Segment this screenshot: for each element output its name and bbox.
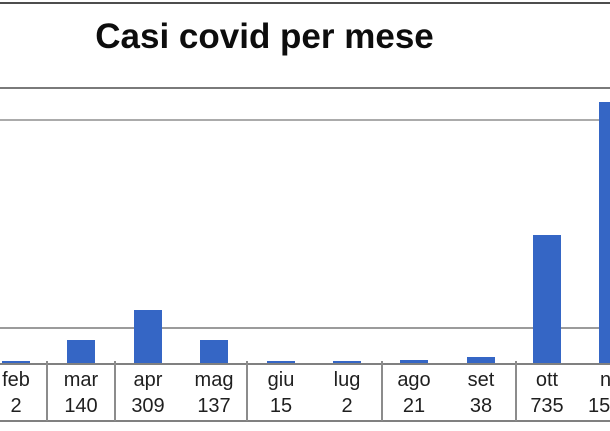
value-label-apr: 309 bbox=[131, 395, 165, 417]
bar-giu bbox=[267, 360, 295, 364]
bar-feb bbox=[2, 360, 30, 364]
x-axis-line bbox=[0, 363, 610, 365]
value-label-nov: 15 bbox=[588, 395, 610, 417]
value-label-set: 38 bbox=[469, 395, 493, 417]
month-label-lug: lug bbox=[333, 369, 361, 391]
title-underline bbox=[0, 87, 610, 89]
chart-title: Casi covid per mese bbox=[95, 17, 434, 56]
table-bottom-border bbox=[0, 420, 610, 422]
bar-lug bbox=[333, 360, 361, 364]
month-label-mag: mag bbox=[194, 369, 234, 391]
bar-apr bbox=[134, 309, 162, 364]
table-divider-mag-giu bbox=[246, 361, 248, 421]
bar-mar bbox=[67, 339, 95, 364]
bar-ago bbox=[400, 360, 428, 364]
month-label-giu: giu bbox=[267, 369, 295, 391]
chart-top-border bbox=[0, 2, 610, 4]
bar-nov bbox=[599, 101, 610, 364]
value-label-lug: 2 bbox=[341, 395, 353, 417]
table-divider-lug-ago bbox=[381, 361, 383, 421]
month-label-mar: mar bbox=[63, 369, 99, 391]
value-label-ott: 735 bbox=[530, 395, 564, 417]
month-label-apr: apr bbox=[133, 369, 163, 391]
month-label-set: set bbox=[467, 369, 495, 391]
value-label-mar: 140 bbox=[64, 395, 98, 417]
value-label-ago: 21 bbox=[402, 395, 426, 417]
month-label-nov: n bbox=[600, 369, 610, 391]
gridline-lower bbox=[0, 327, 610, 329]
value-label-giu: 15 bbox=[269, 395, 293, 417]
bar-set bbox=[467, 357, 495, 364]
month-label-feb: feb bbox=[2, 369, 30, 391]
month-label-ott: ott bbox=[535, 369, 559, 391]
month-label-ago: ago bbox=[397, 369, 431, 391]
value-label-mag: 137 bbox=[197, 395, 231, 417]
table-divider-mar-apr bbox=[114, 361, 116, 421]
value-label-feb: 2 bbox=[10, 395, 22, 417]
table-divider-feb-mar bbox=[46, 361, 48, 421]
bar-ott bbox=[533, 235, 561, 364]
gridline-upper bbox=[0, 119, 610, 121]
bar-mag bbox=[200, 340, 228, 364]
table-divider-set-ott bbox=[515, 361, 517, 421]
